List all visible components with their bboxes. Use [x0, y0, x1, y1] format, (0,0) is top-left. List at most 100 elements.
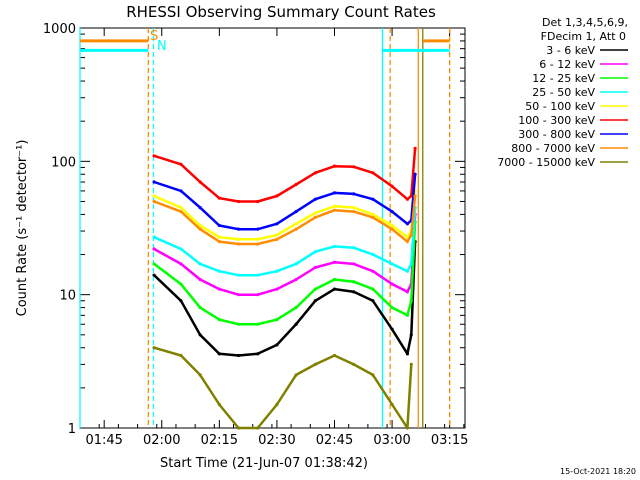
series-5-point-7 [294, 182, 298, 187]
series-4-point-11 [371, 212, 375, 216]
series-8-point-0 [152, 346, 156, 350]
series-0-point-9 [332, 287, 337, 291]
series-line-3 [153, 207, 417, 277]
series-7-point-13 [405, 240, 410, 244]
series-7-point-6 [275, 237, 279, 241]
series-line-1 [153, 214, 417, 296]
y-axis-label: Count Rate (s⁻¹ detector⁻¹) [15, 140, 30, 317]
series-4-point-1 [179, 205, 183, 210]
series-4-point-4 [236, 237, 241, 241]
series-7-point-4 [236, 242, 241, 246]
series-line-6 [153, 174, 417, 231]
series-6-point-6 [275, 222, 279, 226]
series-8-point-10 [352, 362, 356, 366]
series-1-point-11 [371, 269, 375, 273]
legend-label-0: 3 - 6 keV [546, 44, 595, 57]
chart-title: RHESSI Observing Summary Count Rates [126, 3, 436, 21]
legend-label-1: 6 - 12 keV [539, 58, 595, 71]
series-5-point-15 [413, 146, 417, 151]
series-line-7 [153, 195, 417, 246]
series-5-point-6 [275, 194, 279, 198]
series-6-point-7 [294, 209, 298, 214]
series-7-point-7 [294, 227, 298, 231]
series-4-point-9 [332, 204, 337, 208]
series-6-point-8 [313, 197, 317, 201]
series-3-point-14 [409, 262, 413, 266]
x-tick-label-5: 03:00 [373, 433, 410, 448]
series-1-point-12 [390, 282, 394, 286]
series-8-point-13 [405, 426, 410, 430]
series-2-point-0 [152, 262, 156, 266]
series-8-point-11 [371, 373, 375, 377]
series-6-point-0 [152, 180, 156, 184]
legend-title-line-2: FDecim 1, Att 0 [541, 30, 626, 43]
series-8-point-9 [332, 353, 337, 358]
series-4-point-5 [256, 237, 260, 241]
series-7-point-2 [198, 227, 202, 231]
series-8-point-14 [409, 362, 413, 366]
series-4-point-6 [275, 233, 279, 237]
series-5-point-11 [371, 171, 375, 175]
series-5-point-0 [152, 154, 156, 158]
series-5-point-9 [332, 164, 337, 168]
y-tick-label-1: 10 [59, 289, 76, 304]
series-6-point-1 [179, 189, 183, 193]
series-8-point-8 [313, 362, 317, 366]
series-7-point-15 [413, 194, 417, 198]
series-2-point-2 [198, 305, 202, 310]
series-0-point-4 [236, 353, 241, 358]
series-3-point-13 [405, 269, 410, 273]
series-8-point-6 [275, 402, 279, 407]
series-2-point-14 [409, 299, 413, 303]
series-5-point-2 [198, 180, 202, 184]
series-line-0 [153, 241, 417, 357]
series-4-point-3 [217, 235, 221, 239]
y-tick-label-3: 1000 [43, 22, 76, 37]
series-8-point-5 [256, 426, 260, 430]
series-2-point-6 [275, 318, 279, 322]
series-2-point-10 [352, 280, 356, 284]
footer-timestamp: 15-Oct-2021 18:20 [560, 467, 636, 476]
series-8-point-7 [294, 373, 298, 377]
series-1-point-7 [294, 277, 298, 282]
series-5-point-10 [352, 165, 356, 169]
series-6-point-11 [371, 197, 375, 201]
series-8-point-12 [390, 402, 394, 407]
series-1-point-5 [256, 293, 260, 297]
series-5-point-3 [217, 196, 221, 200]
series-3-point-8 [313, 250, 317, 254]
x-tick-label-6: 03:15 [431, 433, 468, 448]
series-0-point-11 [371, 299, 375, 303]
series-1-point-9 [332, 260, 337, 264]
legend-label-8: 7000 - 15000 keV [497, 156, 595, 169]
series-line-2 [153, 222, 417, 326]
y-tick-label-2: 100 [51, 155, 76, 170]
series-6-point-10 [352, 192, 356, 196]
series-7-point-8 [313, 215, 317, 219]
saa-annotation: S [150, 29, 158, 44]
series-3-point-2 [198, 262, 202, 266]
series-2-point-12 [390, 305, 394, 310]
series-0-point-8 [313, 299, 317, 303]
series-7-point-3 [217, 240, 221, 244]
series-0-point-1 [179, 299, 183, 303]
series-4-point-2 [198, 223, 202, 228]
legend-label-3: 25 - 50 keV [532, 86, 595, 99]
series-6-point-5 [256, 227, 260, 231]
series-6-point-2 [198, 205, 202, 210]
x-axis-label: Start Time (21-Jun-07 01:38:42) [160, 456, 368, 471]
series-1-point-3 [217, 287, 221, 291]
series-7-point-10 [352, 209, 356, 214]
legend-label-5: 100 - 300 keV [518, 114, 595, 127]
series-1-point-10 [352, 262, 356, 266]
series-1-point-13 [405, 290, 410, 294]
flag-markers [80, 39, 450, 52]
series-8-point-1 [179, 353, 183, 358]
series-line-8 [153, 346, 413, 430]
series-4-point-0 [152, 194, 156, 198]
series-line-4 [153, 190, 417, 241]
series-8-point-2 [198, 373, 202, 377]
series-0-point-3 [217, 352, 221, 356]
x-tick-label-1: 02:00 [143, 433, 180, 448]
y-tick-label-0: 1 [68, 422, 76, 437]
